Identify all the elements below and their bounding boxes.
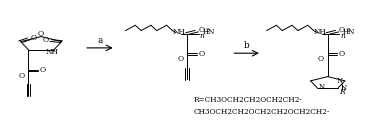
Text: O: O — [198, 26, 205, 34]
Text: R: R — [339, 88, 345, 96]
Text: H: H — [202, 28, 209, 36]
Text: NH: NH — [314, 28, 326, 36]
Text: a: a — [97, 36, 103, 45]
Text: N: N — [208, 28, 214, 36]
Text: NH: NH — [46, 48, 59, 56]
Text: O: O — [318, 55, 324, 63]
Text: N: N — [348, 28, 354, 36]
Text: N: N — [319, 83, 325, 91]
Text: O: O — [42, 36, 49, 44]
Text: R=CH3OCH2CH2OCH2CH2-: R=CH3OCH2CH2OCH2CH2- — [194, 96, 303, 104]
Text: O: O — [18, 72, 24, 80]
Text: 2: 2 — [206, 28, 209, 33]
Text: N: N — [340, 84, 347, 92]
Text: O: O — [339, 50, 345, 58]
Text: 2: 2 — [347, 28, 350, 33]
Text: n: n — [340, 32, 345, 40]
Text: O: O — [339, 26, 345, 34]
Text: O: O — [198, 50, 205, 58]
Text: N: N — [337, 77, 343, 85]
Text: b: b — [244, 41, 249, 50]
Text: n: n — [200, 32, 205, 40]
Text: O: O — [31, 34, 37, 42]
Text: O: O — [38, 30, 44, 38]
Text: NH: NH — [172, 28, 185, 36]
Text: H: H — [343, 28, 349, 36]
Text: CH3OCH2CH2OCH2CH2OCH2CH2-: CH3OCH2CH2OCH2CH2OCH2CH2- — [194, 108, 330, 116]
Text: O: O — [40, 66, 45, 74]
Text: O: O — [177, 55, 183, 63]
